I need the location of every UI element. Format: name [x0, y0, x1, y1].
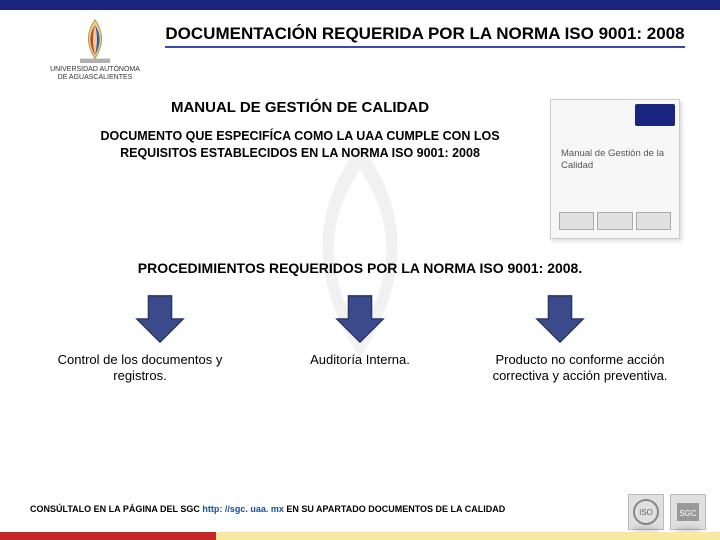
header: UNIVERSIDAD AUTÓNOMA DE AGUASCALIENTES D…	[0, 10, 720, 81]
corner-logos: ISO SGC	[628, 494, 706, 530]
svg-text:ISO: ISO	[639, 508, 653, 517]
arrows-row	[0, 278, 720, 346]
column-control-documentos: Control de los documentos y registros.	[30, 352, 250, 385]
procedures-columns: Control de los documentos y registros. A…	[0, 346, 720, 385]
main-title: DOCUMENTACIÓN REQUERIDA POR LA NORMA ISO…	[165, 24, 684, 48]
flame-logo-icon	[73, 18, 117, 64]
top-bar	[0, 0, 720, 10]
down-arrow-icon	[530, 292, 590, 346]
footer-pre: CONSÚLTALO EN LA PÁGINA DEL SGC	[30, 504, 202, 514]
cover-box	[636, 212, 671, 230]
title-block: DOCUMENTACIÓN REQUERIDA POR LA NORMA ISO…	[160, 18, 690, 48]
cover-mini-logo	[635, 104, 675, 126]
cover-title: Manual de Gestión de la Calidad	[551, 130, 679, 171]
university-name: UNIVERSIDAD AUTÓNOMA DE AGUASCALIENTES	[50, 66, 140, 81]
column-auditoria: Auditoría Interna.	[250, 352, 470, 385]
down-arrow-icon	[330, 292, 390, 346]
footer-text: CONSÚLTALO EN LA PÁGINA DEL SGC http: //…	[0, 504, 720, 514]
column-producto-no-conforme: Producto no conforme acción correctiva y…	[470, 352, 690, 385]
university-logo-block: UNIVERSIDAD AUTÓNOMA DE AGUASCALIENTES	[30, 18, 160, 81]
description: DOCUMENTO QUE ESPECIFÍCA COMO LA UAA CUM…	[60, 128, 540, 161]
procedures-title: PROCEDIMIENTOS REQUERIDOS POR LA NORMA I…	[0, 259, 720, 277]
down-arrow-icon	[130, 292, 190, 346]
university-line1: UNIVERSIDAD AUTÓNOMA	[50, 66, 140, 74]
cover-box	[559, 212, 594, 230]
manual-cover-thumbnail: Manual de Gestión de la Calidad	[550, 99, 680, 239]
subtitle: MANUAL DE GESTIÓN DE CALIDAD	[60, 99, 540, 116]
iso-logo-icon: ISO	[628, 494, 664, 530]
svg-text:SGC: SGC	[679, 509, 697, 518]
university-line2: DE AGUASCALIENTES	[50, 74, 140, 82]
cover-box	[597, 212, 632, 230]
bottom-bar	[0, 532, 720, 540]
sgc-logo-icon: SGC	[670, 494, 706, 530]
footer-post: EN SU APARTADO DOCUMENTOS DE LA CALIDAD	[284, 504, 505, 514]
footer-link[interactable]: http: //sgc. uaa. mx	[202, 504, 284, 514]
